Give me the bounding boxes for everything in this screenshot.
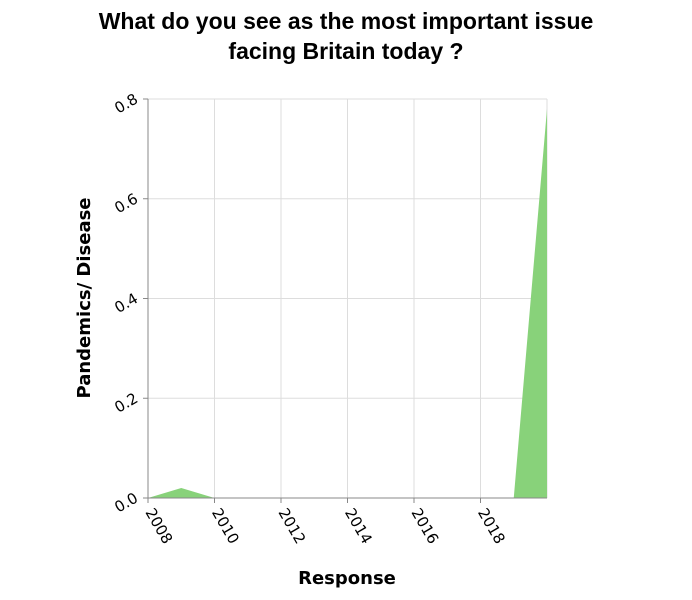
y-axis-label: Pandemics/ Disease [74,197,95,398]
x-tick-label-2010: 2010 [208,505,243,547]
x-tick-label-2008: 2008 [142,505,177,547]
x-tick-label-2016: 2016 [408,505,443,547]
grid [148,98,548,498]
chart-title-line-2: facing Britain today ? [228,38,464,64]
x-tick-label-2014: 2014 [341,505,376,547]
axes [143,98,547,503]
chart-title-line-1: What do you see as the most important is… [98,8,594,34]
chart-title: What do you see as the most important is… [0,6,692,66]
x-tick-label-2018: 2018 [474,505,509,547]
y-tick-label-0: 0.0 [111,489,141,517]
y-tick-label-3: 0.6 [111,190,141,218]
y-tick-label-2: 0.4 [111,289,141,317]
x-tick-label-2012: 2012 [275,505,310,547]
y-tick-label-4: 0.8 [111,90,141,118]
y-tick-label-1: 0.2 [111,389,141,417]
x-axis-label: Response [298,568,396,589]
tick-labels: 0.0 0.2 0.4 0.6 0.8 2008 2010 2012 2014 2016 2018 [111,90,508,547]
